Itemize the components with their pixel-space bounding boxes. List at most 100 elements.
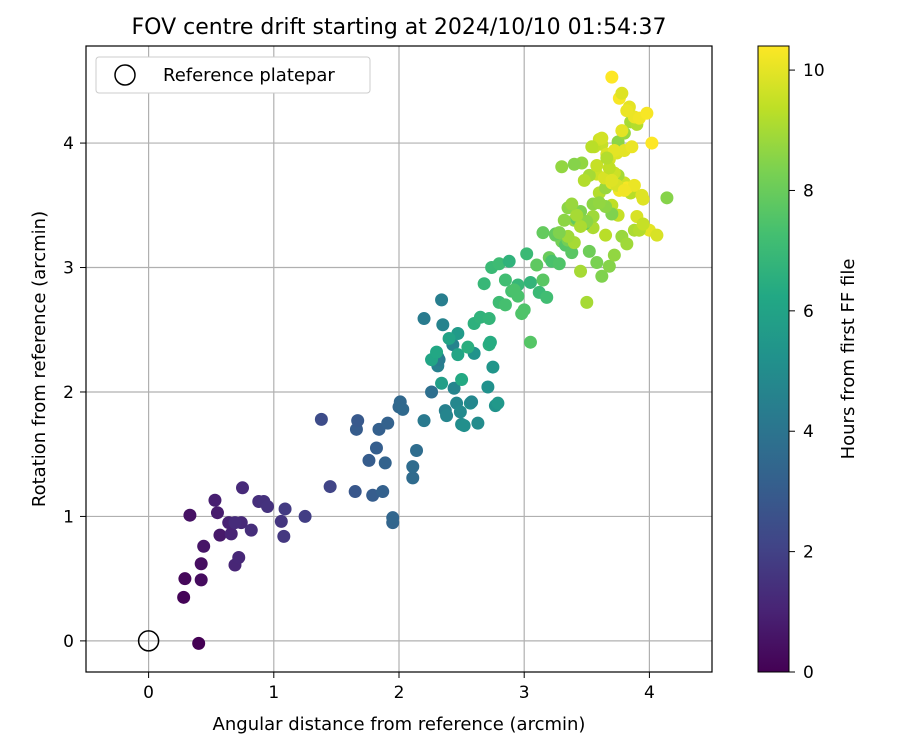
data-point: [498, 298, 512, 312]
data-point: [592, 196, 606, 210]
x-axis-ticks: 0 1 2 3 4: [143, 672, 655, 703]
data-point: [197, 539, 211, 553]
data-point: [492, 257, 506, 271]
legend-label: Reference platepar: [163, 65, 335, 86]
data-points: [177, 70, 674, 650]
data-point: [577, 173, 591, 187]
data-point: [507, 283, 521, 297]
data-point: [210, 506, 224, 520]
data-point: [590, 158, 604, 172]
y-tick-label: 0: [63, 632, 74, 652]
data-point: [278, 502, 292, 516]
data-point: [477, 277, 491, 291]
y-tick-label: 1: [63, 507, 74, 527]
data-point: [625, 140, 639, 154]
data-point: [615, 86, 629, 100]
data-point: [580, 295, 594, 309]
data-point: [244, 523, 258, 537]
x-axis-label: Angular distance from reference (arcmin): [213, 714, 586, 735]
data-point: [640, 106, 654, 120]
data-point: [277, 529, 291, 543]
data-point: [406, 460, 420, 474]
data-point: [194, 557, 208, 571]
data-point: [498, 273, 512, 287]
legend-box: [95, 56, 371, 94]
data-point: [436, 318, 450, 332]
data-point: [447, 381, 461, 395]
data-point: [417, 312, 431, 326]
data-point: [430, 345, 444, 359]
data-point: [636, 217, 650, 231]
data-point: [348, 485, 362, 499]
data-point: [183, 508, 197, 522]
x-tick-label: 1: [268, 683, 279, 703]
data-point: [530, 258, 544, 272]
data-point: [232, 551, 246, 565]
data-point: [194, 573, 208, 587]
legend-reference-marker: [114, 64, 136, 86]
data-point: [615, 124, 629, 138]
data-point: [261, 499, 275, 513]
data-point: [471, 416, 485, 430]
data-point: [366, 488, 380, 502]
data-point: [314, 412, 328, 426]
data-point: [481, 380, 495, 394]
data-point: [451, 348, 465, 362]
data-point: [486, 360, 500, 374]
data-point: [605, 173, 619, 187]
data-point: [602, 161, 616, 175]
data-point: [523, 335, 537, 349]
y-tick-label: 3: [63, 259, 74, 279]
data-point: [461, 340, 475, 354]
data-point: [645, 136, 659, 150]
data-point: [274, 514, 288, 528]
data-point: [425, 385, 439, 399]
colorbar: 0 2 4 6 8 10 Hours from first FF file: [757, 45, 859, 683]
data-point: [582, 244, 596, 258]
data-point: [660, 191, 674, 205]
colorbar-label: Hours from first FF file: [838, 259, 859, 460]
data-point: [552, 226, 566, 240]
data-point: [410, 443, 424, 457]
chart-title: FOV centre drift starting at 2024/10/10 …: [132, 15, 667, 40]
data-point: [574, 219, 588, 233]
data-point: [177, 590, 191, 604]
data-point: [599, 228, 613, 242]
data-point: [457, 419, 471, 433]
data-point: [224, 527, 238, 541]
data-point: [453, 405, 467, 419]
data-point: [228, 516, 242, 530]
data-point: [650, 228, 664, 242]
x-tick-label: 2: [394, 683, 405, 703]
y-axis-ticks: 0 1 2 3 4: [63, 134, 86, 652]
data-point: [502, 254, 516, 268]
x-tick-label: 4: [644, 683, 655, 703]
colorbar-tick-label: 4: [803, 422, 814, 442]
legend: Reference platepar: [95, 56, 371, 94]
data-point: [557, 213, 571, 227]
data-point: [600, 151, 614, 165]
data-point: [417, 414, 431, 428]
data-point: [386, 511, 400, 525]
data-point: [602, 259, 616, 273]
x-tick-label: 3: [519, 683, 530, 703]
data-point: [574, 264, 588, 278]
data-point: [192, 636, 206, 650]
data-point: [627, 178, 641, 192]
data-point: [595, 269, 609, 283]
colorbar-tick-label: 8: [803, 181, 814, 201]
data-point: [605, 70, 619, 84]
data-point: [620, 237, 634, 251]
data-point: [520, 247, 534, 261]
data-point: [540, 290, 554, 304]
data-point: [465, 395, 479, 409]
data-point: [590, 256, 604, 270]
data-point: [620, 104, 634, 118]
data-point: [406, 471, 420, 485]
data-point: [435, 376, 449, 390]
data-point: [178, 572, 192, 586]
data-point: [378, 456, 392, 470]
data-point: [369, 441, 383, 455]
